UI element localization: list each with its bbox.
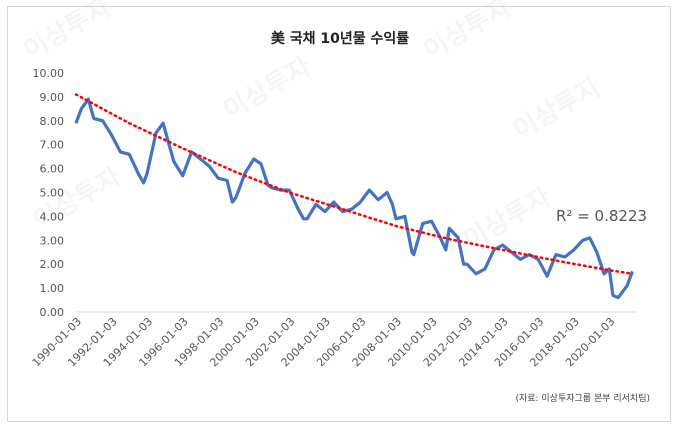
- watermark-text: 이상투자: [509, 72, 607, 146]
- series-layer: [74, 93, 634, 300]
- y-tick-label: 7.00: [40, 139, 65, 152]
- trendline: [74, 93, 634, 276]
- yield-line: [74, 97, 634, 300]
- y-tick-label: 2.00: [40, 258, 65, 271]
- watermark-text: 이상투자: [19, 0, 117, 66]
- watermark-text: 이상투자: [219, 52, 317, 126]
- y-tick-label: 8.00: [40, 115, 65, 128]
- y-tick-label: 0.00: [40, 306, 65, 319]
- y-tick-label: 5.00: [40, 187, 65, 200]
- chart-title: 美 국채 10년물 수익률: [270, 31, 410, 47]
- y-tick-label: 9.00: [40, 91, 65, 104]
- chart-frame: [7, 6, 671, 422]
- y-tick-label: 10.00: [33, 67, 65, 80]
- y-tick-label: 6.00: [40, 163, 65, 176]
- source-note: (자료: 이상투자그룹 본부 리서치팀): [515, 394, 650, 404]
- r-squared-annotation: R² = 0.8223: [556, 207, 647, 225]
- y-tick-label: 3.00: [40, 234, 65, 247]
- y-tick-label: 4.00: [40, 210, 65, 223]
- watermark-text: 이상투자: [419, 0, 517, 66]
- watermark-text: 이상투자: [459, 182, 557, 256]
- y-tick-label: 1.00: [40, 282, 65, 295]
